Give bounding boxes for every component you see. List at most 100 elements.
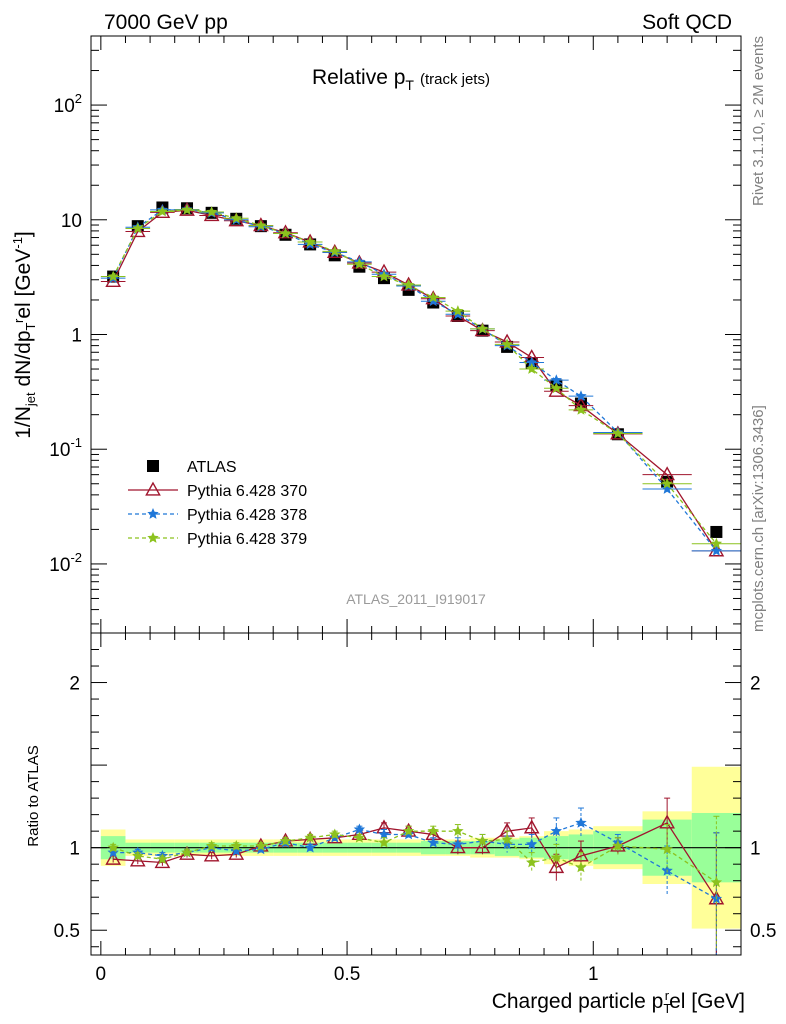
ratio-point-star [452, 838, 464, 850]
mc-point-star [526, 356, 538, 368]
ratio-point-star [230, 845, 242, 856]
legend-marker-star [147, 508, 159, 519]
ratio-y-tick-label-right: 0.5 [750, 921, 776, 942]
ratio-point-star [427, 836, 439, 848]
ratio-point-star [329, 828, 341, 840]
ratio-point-star [526, 838, 538, 850]
ratio-point-triangle [659, 814, 675, 829]
ratio-point-star [550, 825, 562, 836]
mc-point-star [710, 537, 723, 549]
ratio-point-triangle [573, 847, 589, 862]
mc-point-star [710, 544, 723, 556]
ratio-point-triangle [228, 845, 245, 860]
atlas-point [710, 525, 723, 538]
mc-point-star [661, 477, 673, 489]
mc-point-triangle [203, 207, 220, 222]
legend-label: ATLAS [187, 459, 237, 476]
mc-point-triangle [548, 382, 565, 397]
mc-point-star [230, 212, 242, 224]
mc-point-star [205, 206, 218, 217]
y-tick-label: 10 [61, 211, 82, 232]
ratio-point-star [710, 876, 723, 888]
mc-point-star [501, 338, 513, 350]
y-tick-label: 1 [71, 326, 82, 347]
ratio-point-star [476, 835, 489, 846]
legend-label: Pythia 6.428 379 [187, 531, 307, 548]
ratio-point-star [526, 856, 538, 868]
ratio-line-1 [113, 822, 717, 900]
y-tick-label: 10-1 [49, 435, 82, 461]
ratio-point-triangle [523, 819, 540, 834]
x-tick-label: 0.5 [334, 964, 360, 985]
mc-point-star [575, 390, 587, 401]
mc-point-star [427, 295, 439, 307]
mc-point-star [476, 322, 489, 334]
plot-title-sub: T [405, 77, 414, 93]
ratio-point-star [205, 840, 218, 851]
ratio-point-triangle [154, 854, 171, 869]
main-plot-panel: 10-2 10-1 1 10 102 [49, 35, 742, 955]
ratio-point-star [132, 849, 144, 861]
mc-point-triangle [105, 273, 122, 288]
ratio-point-star [279, 835, 292, 846]
mcplots-label: mcplots.cern.ch [arXiv:1306.3436] [750, 405, 767, 632]
plot-title-main: Relative p [312, 66, 405, 89]
y-axis-label-text: 1/Njet dN/dpTrel [GeV-1] [10, 231, 38, 439]
ratio-y-tick-label: 0.5 [54, 921, 80, 942]
mc-point-star [156, 205, 169, 217]
ratio-point-star [427, 825, 439, 836]
mc-point-star [402, 279, 415, 290]
ratio-point-star [501, 833, 513, 845]
ratio-point-triangle [105, 850, 122, 865]
ratio-point-star [402, 825, 415, 836]
ratio-point-star [353, 823, 366, 835]
ratio-point-triangle [203, 847, 220, 862]
ratio-point-star [575, 816, 587, 828]
plot-title: Relative pT (track jets) [312, 66, 490, 93]
ratio-point-triangle [129, 852, 146, 867]
ratio-point-star [304, 841, 316, 853]
x-axis-label: Charged particle pTrel [GeV] [492, 988, 745, 1016]
mc-point-triangle [450, 307, 466, 322]
ratio-point-star [230, 840, 242, 851]
ratio-y-tick-label: 1 [69, 839, 80, 860]
analysis-id: ATLAS_2011_I919017 [346, 591, 486, 607]
x-tick-label: 1 [588, 964, 599, 985]
ratio-point-star [255, 840, 267, 851]
ratio-point-star [452, 825, 464, 836]
mc-point-triangle [129, 223, 146, 238]
ratio-plot-frame [90, 632, 742, 956]
header-right: Soft QCD [642, 11, 732, 34]
mc-point-star [526, 363, 538, 374]
mc-point-star [329, 245, 341, 257]
mc-point-star [378, 270, 390, 282]
mc-point-star [550, 374, 562, 385]
ratio-point-star [661, 843, 673, 855]
x-tick-label: 0 [96, 964, 107, 985]
mc-point-triangle [474, 322, 491, 337]
y-tick-label: 102 [54, 91, 82, 117]
ratio-point-star [353, 831, 366, 843]
ratio-point-star [378, 836, 390, 848]
ratio-y-tick-label-right: 1 [750, 839, 761, 860]
mc-point-star [612, 427, 624, 439]
ratio-point-star [107, 846, 119, 858]
legend-marker-star [147, 532, 159, 543]
mc-point-star [427, 291, 439, 303]
ratio-y-tick-label-right: 2 [750, 674, 761, 695]
legend: ATLAS Pythia 6.428 370 Pythia 6.428 378 Pyt… [128, 459, 307, 548]
ratio-point-triangle [548, 859, 565, 874]
y-axis-label: 1/Njet dN/dpTrel [GeV-1] [10, 231, 38, 439]
mc-point-star [550, 382, 562, 394]
y-tick-label: 10-2 [49, 550, 82, 576]
mc-point-star [279, 227, 292, 239]
legend-marker-triangle [145, 481, 161, 496]
ratio-point-star [378, 828, 390, 840]
mc-point-star [575, 403, 587, 415]
ratio-y-axis-label: Ratio to ATLAS [25, 745, 42, 846]
mc-point-star [452, 305, 464, 316]
ratio-point-star [107, 841, 119, 853]
legend-label: Pythia 6.428 378 [187, 507, 307, 524]
ratio-point-star [181, 846, 193, 858]
